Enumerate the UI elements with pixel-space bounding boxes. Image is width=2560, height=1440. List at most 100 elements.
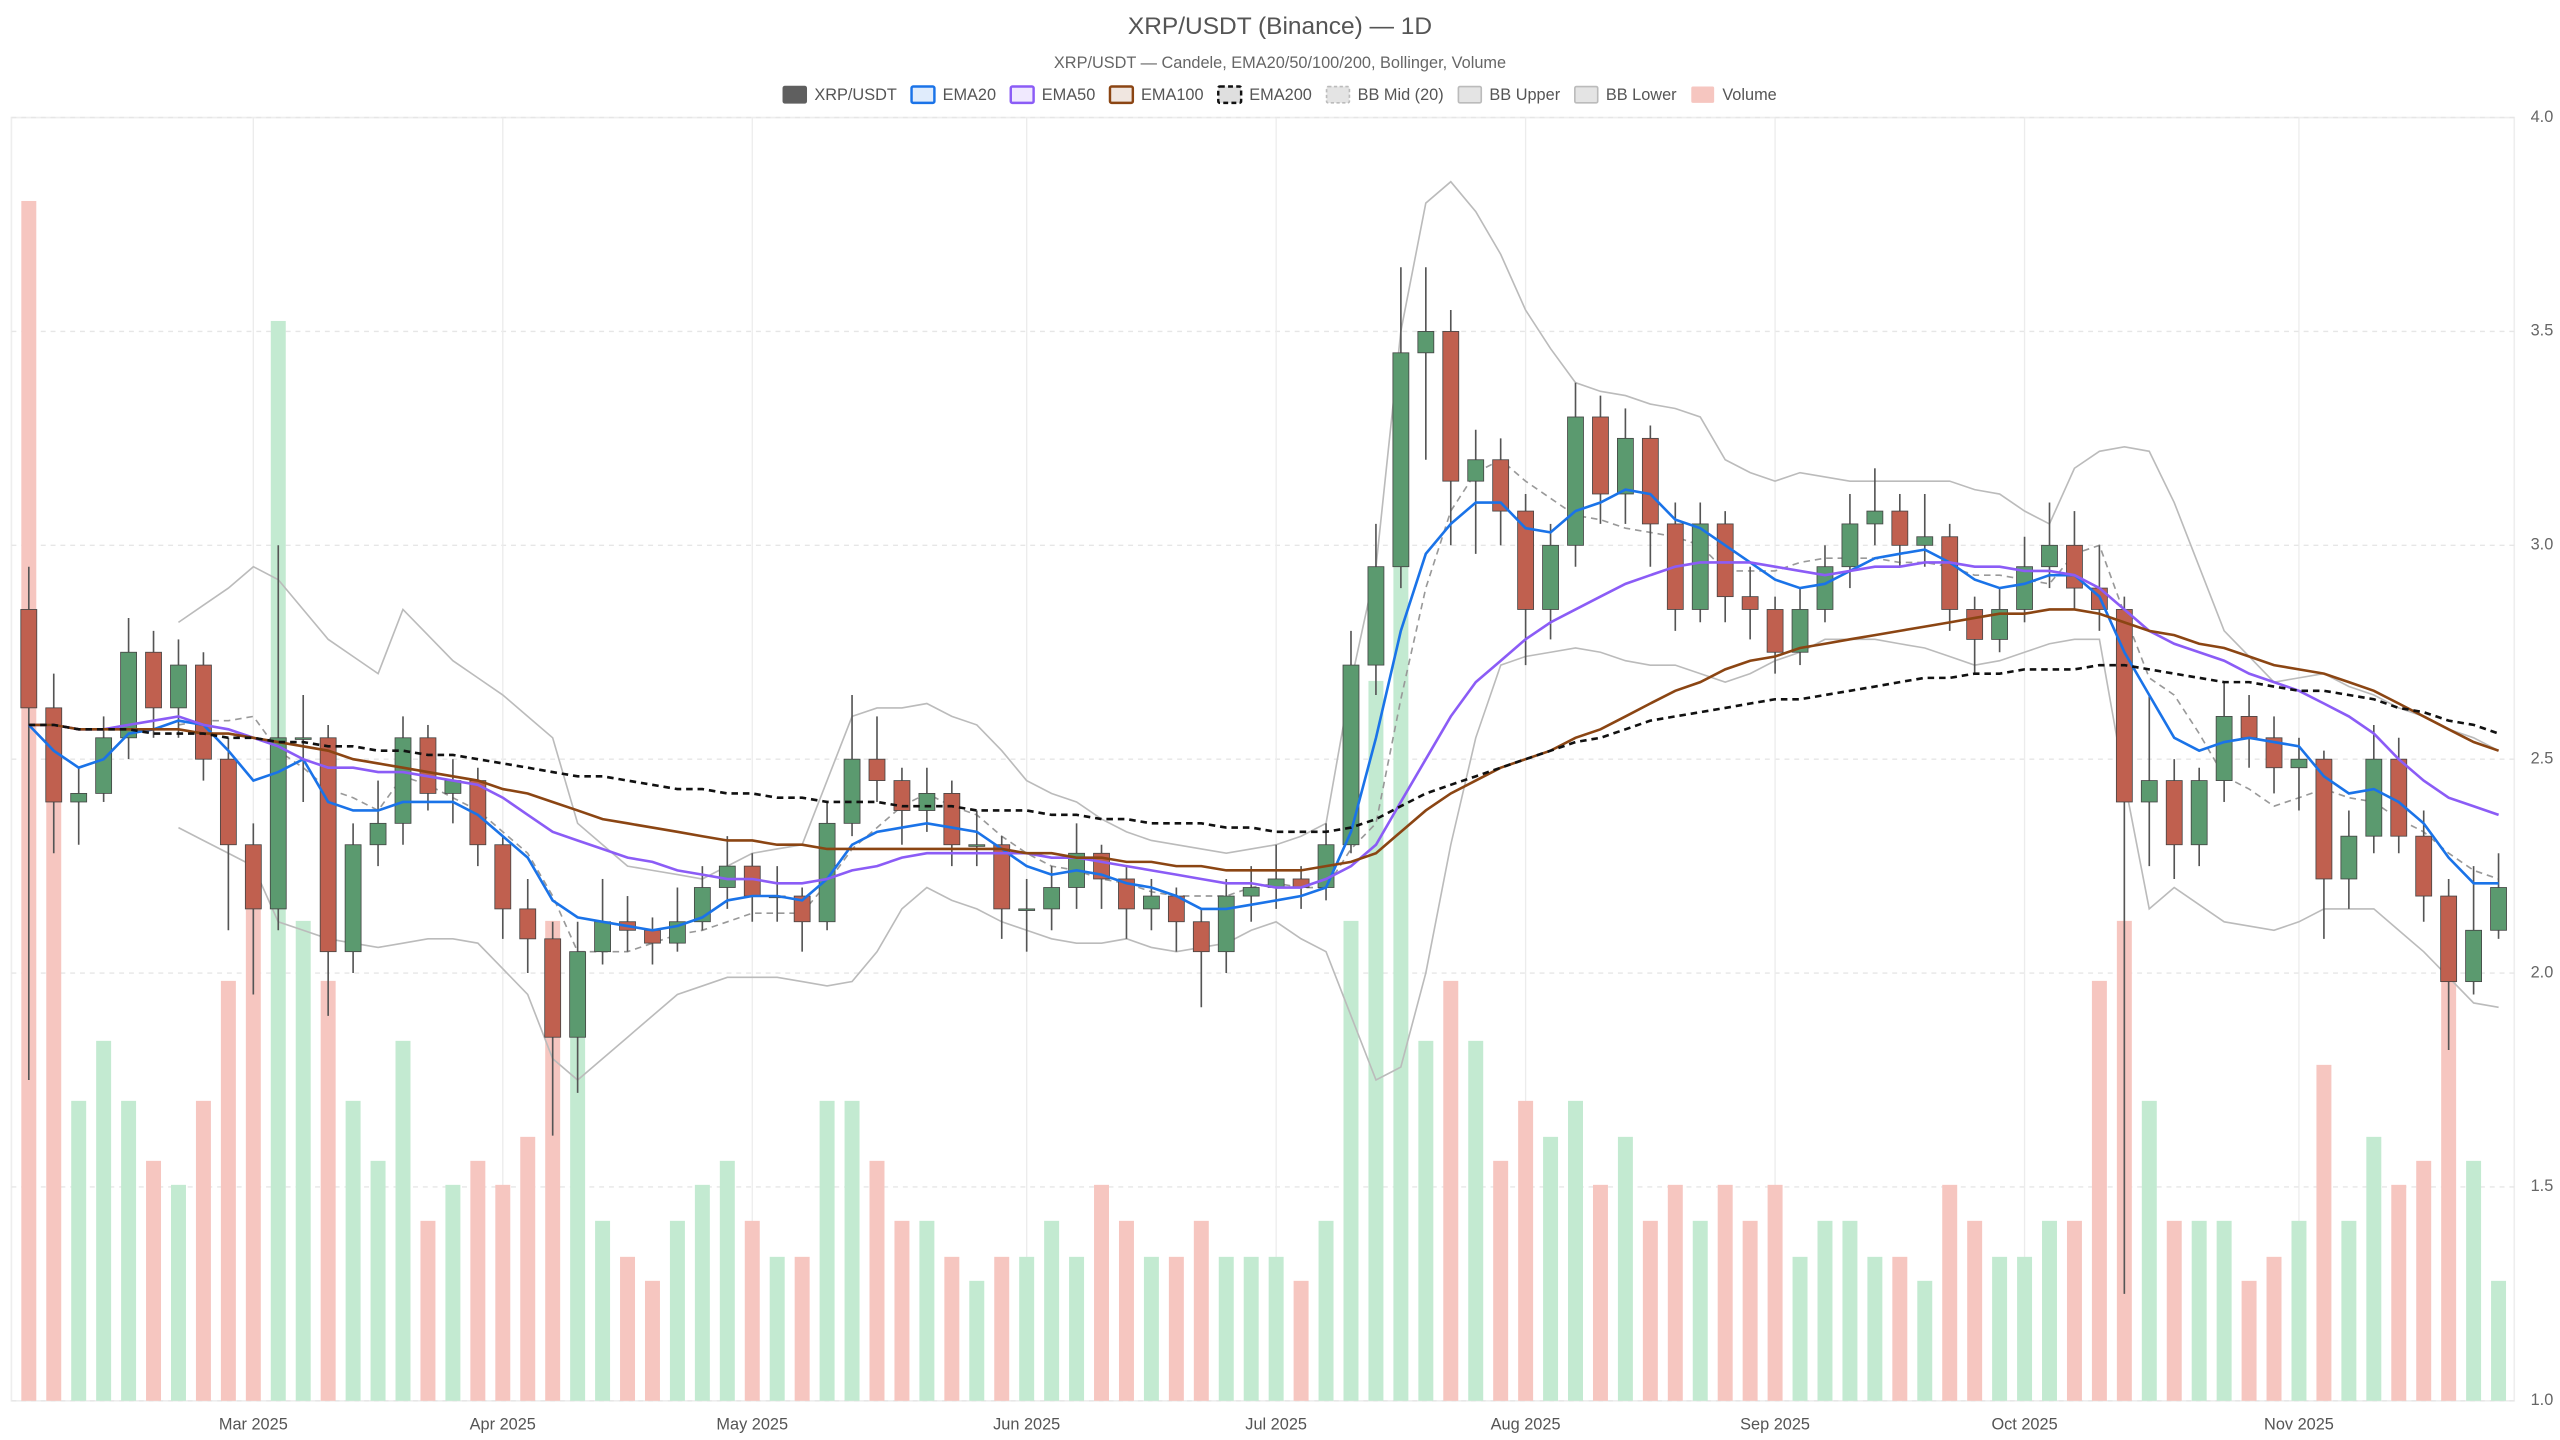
line-series [178, 638, 2499, 1082]
candle-body [195, 664, 212, 760]
volume-bar [1717, 1184, 1733, 1401]
volume-bar [1069, 1256, 1085, 1401]
legend: XRP/USDT EMA20 EMA50 EMA100 EMA200 BB Mid (20… [782, 85, 1777, 105]
candle-body [1716, 523, 1734, 598]
candle-body [145, 651, 162, 709]
volume-bar [1892, 1256, 1908, 1401]
candle-body [170, 664, 187, 709]
candle-body [2215, 715, 2233, 781]
candle-body [1118, 878, 1135, 910]
line-series [27, 488, 2499, 932]
candle-body [70, 792, 88, 803]
volume-bar [2466, 1160, 2482, 1401]
candle-body [843, 758, 861, 824]
volume-bar [1118, 1220, 1134, 1401]
volume-bar [1767, 1184, 1783, 1401]
volume-bar [1443, 980, 1459, 1401]
candle-body [644, 929, 661, 944]
candle-body [344, 844, 362, 953]
volume-bar [1268, 1256, 1284, 1401]
candle-body [1442, 331, 1460, 482]
candle-body [2140, 780, 2158, 803]
volume-bar [46, 800, 62, 1401]
candle-body [20, 609, 38, 709]
candle-body [1966, 609, 1984, 640]
volume-bar [1094, 1184, 1110, 1401]
x-tick-label: Nov 2025 [2264, 1416, 2334, 1434]
x-tick-label: Mar 2025 [219, 1416, 288, 1434]
candle-body [1791, 609, 1809, 653]
candle-body [1916, 536, 1934, 546]
candle-body [793, 895, 811, 923]
x-tick-label: Jul 2025 [1245, 1416, 1307, 1434]
candle-body [2016, 566, 2033, 610]
legend-item: BB Upper [1457, 85, 1561, 104]
volume-bar [470, 1160, 486, 1401]
volume-bar [1592, 1184, 1608, 1401]
y-tick-label: 3.0 [2531, 536, 2554, 554]
x-tick-label: Jun 2025 [993, 1416, 1060, 1434]
candle-body [1143, 895, 1160, 910]
candle-body [2290, 758, 2308, 769]
volume-bar [1368, 680, 1384, 1401]
volume-bar [220, 980, 236, 1401]
candle-body [1517, 510, 1535, 610]
legend-swatch [1574, 85, 1599, 104]
volume-bar [345, 1100, 361, 1401]
volume-bar [1742, 1220, 1758, 1401]
volume-bar [595, 1220, 611, 1401]
volume-bar [495, 1184, 511, 1401]
volume-bar [1692, 1220, 1708, 1401]
candle-body [1592, 416, 1609, 495]
legend-swatch [1009, 85, 1035, 105]
candle-body [2415, 835, 2433, 897]
legend-item: EMA200 [1217, 85, 1312, 105]
volume-bar [744, 1220, 760, 1401]
candle-body [1093, 852, 1110, 880]
volume-bar [1343, 920, 1359, 1401]
volume-bar [919, 1220, 935, 1401]
volume-bar [121, 1100, 137, 1401]
volume-bar [1393, 560, 1409, 1401]
volume-bar [395, 1040, 411, 1401]
legend-item: XRP/USDT [782, 85, 897, 104]
volume-bar [2017, 1256, 2033, 1401]
candle-body [369, 822, 387, 846]
volume-bar [969, 1280, 985, 1401]
volume-bar [2141, 1100, 2157, 1401]
candle-body [569, 951, 587, 1038]
volume-bar [1817, 1220, 1833, 1401]
legend-label: EMA20 [943, 86, 996, 104]
candle-body [2440, 895, 2458, 983]
volume-bar [1543, 1136, 1559, 1401]
x-tick-label: Oct 2025 [1991, 1416, 2057, 1434]
volume-bar [669, 1220, 685, 1401]
volume-bar [894, 1220, 910, 1401]
candle-body [1467, 459, 1485, 482]
volume-bar [2266, 1256, 2282, 1401]
volume-bar [2291, 1220, 2307, 1401]
volume-bar [2191, 1220, 2207, 1401]
legend-swatch [1108, 85, 1135, 105]
volume-bar [1867, 1256, 1883, 1401]
legend-item: EMA100 [1108, 85, 1204, 105]
volume-bar [295, 920, 311, 1401]
candle-body [2265, 737, 2283, 769]
candle-body [2165, 780, 2183, 846]
line-series [178, 458, 2499, 953]
volume-bar [545, 920, 561, 1401]
volume-bar [1642, 1220, 1658, 1401]
candle-body [544, 938, 562, 1038]
candle-body [1766, 609, 1784, 653]
volume-bar [1792, 1256, 1808, 1401]
x-tick-label: May 2025 [716, 1416, 788, 1434]
volume-bar [2042, 1220, 2057, 1401]
candle-body [1741, 596, 1759, 610]
legend-item: BB Mid (20) [1325, 85, 1444, 104]
chart-title: XRP/USDT (Binance) — 1D [1128, 13, 1432, 40]
volume-bar [1318, 1220, 1334, 1401]
volume-bar [1942, 1184, 1958, 1401]
candle-body [269, 737, 287, 910]
volume-bar [1967, 1220, 1983, 1401]
volume-bar [1617, 1136, 1633, 1401]
